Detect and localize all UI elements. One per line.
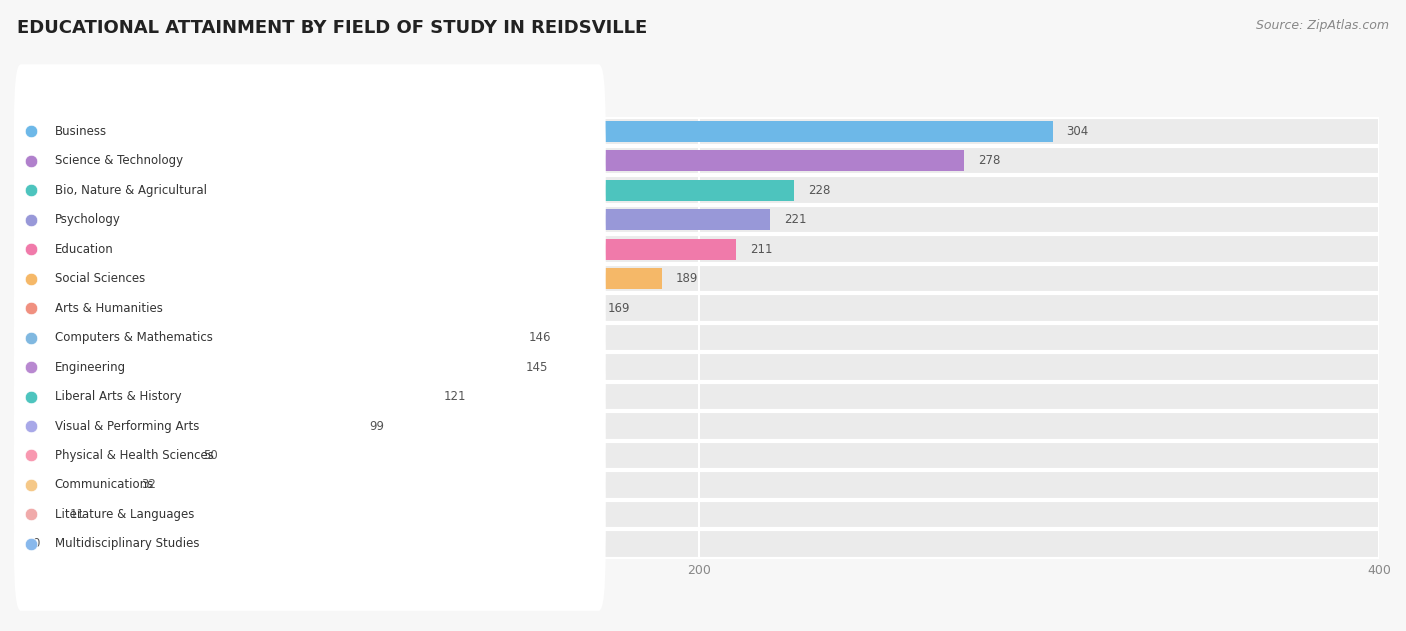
Bar [20,150,965,172]
Bar [20,209,770,230]
Text: 278: 278 [977,154,1000,167]
Text: Computers & Mathematics: Computers & Mathematics [55,331,212,344]
Bar [20,352,1379,382]
Text: Science & Technology: Science & Technology [55,154,183,167]
Text: 146: 146 [529,331,551,344]
Bar [20,411,1379,441]
Bar [20,441,1379,470]
Bar [20,175,1379,205]
FancyBboxPatch shape [14,94,606,228]
Text: 32: 32 [142,478,156,492]
Text: Liberal Arts & History: Liberal Arts & History [55,390,181,403]
FancyBboxPatch shape [14,271,606,404]
Bar [20,297,593,319]
Text: Source: ZipAtlas.com: Source: ZipAtlas.com [1256,19,1389,32]
Bar [20,500,1379,529]
Bar [20,475,128,495]
Text: 189: 189 [675,272,697,285]
Text: 228: 228 [808,184,831,197]
Bar [20,146,1379,175]
Text: 145: 145 [526,360,548,374]
Bar [20,386,430,407]
Text: Literature & Languages: Literature & Languages [55,508,194,521]
Text: 11: 11 [70,508,86,521]
FancyBboxPatch shape [14,241,606,375]
FancyBboxPatch shape [14,182,606,316]
Bar [20,504,56,525]
Text: Engineering: Engineering [55,360,127,374]
Text: Visual & Performing Arts: Visual & Performing Arts [55,420,200,432]
Text: 211: 211 [749,243,772,256]
Bar [20,234,1379,264]
Bar [20,264,1379,293]
Bar [20,529,1379,558]
Text: Psychology: Psychology [55,213,121,226]
Text: 50: 50 [202,449,218,462]
Bar [20,382,1379,411]
Bar [20,323,1379,352]
Text: 221: 221 [785,213,807,226]
Text: 121: 121 [444,390,467,403]
Bar [20,205,1379,234]
Bar [20,180,794,201]
FancyBboxPatch shape [14,64,606,198]
Text: EDUCATIONAL ATTAINMENT BY FIELD OF STUDY IN REIDSVILLE: EDUCATIONAL ATTAINMENT BY FIELD OF STUDY… [17,19,647,37]
Bar [20,415,356,437]
Text: Business: Business [55,125,107,138]
FancyBboxPatch shape [14,359,606,493]
Bar [20,121,1053,142]
FancyBboxPatch shape [14,123,606,257]
Text: 304: 304 [1066,125,1088,138]
FancyBboxPatch shape [14,447,606,581]
Bar [20,357,512,378]
Text: 0: 0 [32,538,39,550]
FancyBboxPatch shape [14,212,606,346]
Text: Education: Education [55,243,114,256]
Bar [20,293,1379,323]
FancyBboxPatch shape [14,418,606,552]
Text: Communications: Communications [55,478,155,492]
Text: Multidisciplinary Studies: Multidisciplinary Studies [55,538,200,550]
FancyBboxPatch shape [14,153,606,286]
FancyBboxPatch shape [14,300,606,434]
Bar [20,239,737,260]
Text: Bio, Nature & Agricultural: Bio, Nature & Agricultural [55,184,207,197]
Text: 169: 169 [607,302,630,315]
Bar [20,445,188,466]
FancyBboxPatch shape [14,477,606,611]
Text: Arts & Humanities: Arts & Humanities [55,302,163,315]
FancyBboxPatch shape [14,389,606,522]
Text: 99: 99 [370,420,384,432]
Bar [20,470,1379,500]
Bar [20,327,516,348]
Bar [20,117,1379,146]
Text: Social Sciences: Social Sciences [55,272,145,285]
Bar [20,268,662,289]
Text: Physical & Health Sciences: Physical & Health Sciences [55,449,214,462]
FancyBboxPatch shape [14,329,606,463]
